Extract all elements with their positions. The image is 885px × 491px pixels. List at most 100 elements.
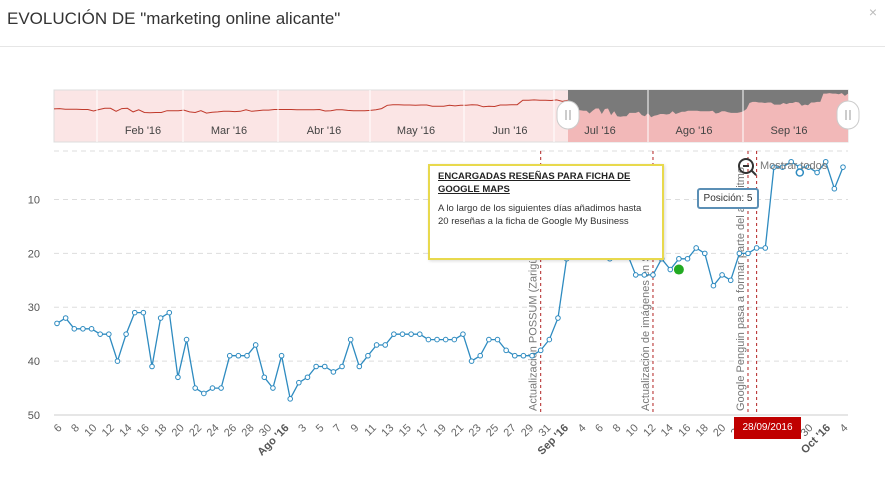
x-tick-label: 27	[502, 422, 519, 439]
navigator-label: Jun '16	[492, 125, 527, 137]
data-point	[425, 336, 432, 343]
x-tick-label: 7	[331, 422, 344, 435]
data-point	[745, 250, 751, 257]
data-point	[149, 363, 155, 370]
data-point	[313, 363, 319, 370]
tooltip-body: A lo largo de los siguientes días añadim…	[438, 203, 642, 227]
x-tick-label: 4	[576, 422, 589, 435]
data-point	[356, 363, 363, 370]
x-tick-label: 8	[69, 422, 82, 435]
data-point	[416, 331, 423, 337]
data-point	[88, 325, 95, 332]
position-tooltip: Posición: 5	[697, 188, 759, 209]
y-tick-label: 50	[28, 410, 40, 422]
annotation-tooltip: ENCARGADAS RESEÑAS PARA FICHA DE GOOGLE …	[428, 164, 664, 260]
x-tick-label: 20	[711, 422, 728, 439]
data-point	[477, 352, 484, 359]
y-tick-label: 40	[28, 356, 40, 368]
data-point	[555, 315, 561, 321]
data-point	[805, 164, 812, 170]
data-point	[822, 158, 829, 165]
data-point	[788, 158, 794, 165]
data-point	[270, 385, 276, 391]
x-tick-label: 6	[52, 422, 65, 435]
annotation-label: Actualización de imágenes en SERPS	[640, 225, 652, 412]
x-tick-label: 10	[624, 422, 641, 439]
handle-body	[556, 100, 580, 130]
data-point	[226, 352, 233, 359]
data-point	[693, 245, 699, 251]
annotation-label: Google Penguin pasa a formar parte del a…	[735, 167, 747, 411]
x-tick-label: 18	[152, 422, 169, 439]
navigator-label: Feb '16	[125, 125, 161, 137]
crosshair-date-label: 28/09/2016	[734, 417, 801, 439]
data-point	[209, 385, 216, 391]
series-line	[56, 160, 844, 401]
navigator-area-dark	[568, 90, 848, 118]
data-point	[287, 396, 294, 402]
navigator-handle-right[interactable]	[836, 100, 860, 130]
x-tick-label: 5	[314, 422, 327, 435]
data-point	[779, 164, 786, 170]
hovered-point	[795, 168, 805, 177]
data-point	[676, 255, 682, 262]
x-tick-label: 14	[659, 422, 676, 439]
navigator-label: Abr '16	[307, 125, 342, 137]
x-tick-label: 12	[100, 422, 117, 439]
data-point	[650, 272, 656, 278]
dialog-header: EVOLUCIÓN DE "marketing online alicante"…	[0, 0, 885, 47]
data-point	[399, 331, 406, 337]
reset-zoom-button[interactable]: Mostrar todos	[738, 158, 827, 174]
data-point	[54, 320, 60, 327]
data-point	[460, 331, 466, 337]
navigator-label: Mar '16	[211, 125, 247, 137]
tooltip-title: ENCARGADAS RESEÑAS PARA FICHA DE GOOGLE …	[438, 171, 631, 195]
x-tick-label: 16	[135, 422, 152, 439]
data-point	[80, 325, 86, 332]
data-point	[727, 277, 734, 284]
data-point	[468, 358, 475, 364]
data-point	[261, 374, 268, 381]
data-point	[511, 352, 518, 359]
x-tick-label: 6	[593, 422, 606, 435]
data-point	[330, 369, 337, 375]
data-point	[218, 385, 224, 391]
x-tick-label: 26	[222, 422, 239, 439]
y-tick-label: 30	[28, 302, 40, 314]
data-point	[131, 309, 138, 316]
x-tick-label: 13	[379, 422, 396, 439]
data-point	[62, 315, 69, 321]
navigator-series-line	[53, 99, 569, 114]
data-point	[753, 245, 760, 251]
data-point	[771, 164, 777, 170]
data-point	[321, 363, 328, 370]
data-point	[106, 331, 112, 337]
close-icon[interactable]: ×	[868, 4, 877, 20]
data-point	[304, 374, 311, 381]
x-tick-label: 9	[349, 422, 362, 435]
data-point	[831, 185, 838, 192]
y-tick-label: 10	[28, 194, 40, 206]
data-point	[486, 336, 492, 343]
data-point	[408, 331, 414, 337]
navigator-handle-left[interactable]	[556, 100, 580, 130]
data-point	[442, 336, 449, 343]
x-tick-label: 4	[838, 422, 851, 435]
data-point	[252, 342, 259, 348]
x-tick-label: 28	[240, 422, 257, 439]
data-point	[123, 331, 129, 337]
data-point	[373, 342, 380, 348]
handle-body	[836, 100, 860, 130]
x-tick-label: 17	[414, 422, 431, 439]
data-point	[365, 352, 371, 359]
x-tick-label: 3	[296, 422, 309, 435]
data-point	[632, 272, 639, 278]
data-point	[71, 325, 78, 332]
data-point	[529, 352, 535, 359]
x-tick-label: 24	[205, 422, 222, 439]
x-tick-label: 18	[694, 422, 711, 439]
x-tick-label: 8	[611, 422, 624, 435]
data-point	[382, 342, 389, 348]
x-tick-label: 29	[519, 422, 536, 439]
data-point	[546, 336, 553, 343]
